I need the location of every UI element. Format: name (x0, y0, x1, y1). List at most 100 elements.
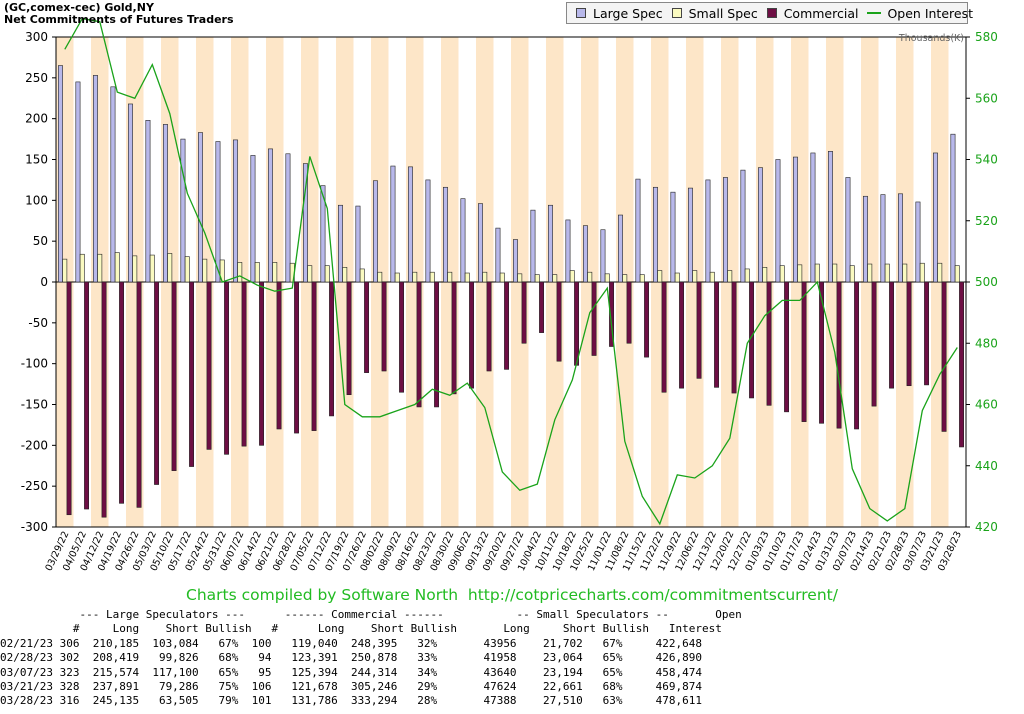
legend-item-small-spec: Small Spec (672, 6, 758, 21)
small-spec-bar (938, 263, 942, 282)
left-axis: 300 250 200 150 100 50 0 -50 -100 -150 -200 -250 -30… (21, 30, 56, 534)
commercial-bar (872, 282, 876, 406)
commercial-bar (364, 282, 368, 373)
small-spec-bar (518, 274, 522, 282)
large-spec-bar (111, 87, 115, 282)
commercial-bar (697, 282, 701, 378)
right-tick-label: 560 (975, 91, 998, 105)
commercial-bar (207, 282, 211, 449)
small-spec-bar (570, 271, 574, 282)
right-axis-unit: Thousands(K) (898, 33, 964, 44)
large-spec-bar (601, 230, 605, 282)
small-spec-bar (728, 271, 732, 282)
small-spec-bar (693, 271, 697, 282)
commercial-bar (154, 282, 158, 485)
commercial-bar (662, 282, 666, 392)
large-spec-bar (566, 220, 570, 282)
legend-item-open-interest: Open Interest (867, 6, 973, 21)
table-row: 02/28/23 302 208,419 99,826 68% 94 123,3… (0, 651, 742, 665)
small-spec-bar (623, 275, 627, 282)
large-spec-bar (216, 142, 220, 282)
right-tick-label: 500 (975, 275, 998, 289)
large-spec-bar (181, 139, 185, 282)
commercial-bar (889, 282, 893, 388)
left-tick-label: -50 (28, 316, 48, 330)
commercial-bar (312, 282, 316, 431)
table-row: 03/21/23 328 237,891 79,286 75% 106 121,… (0, 680, 742, 694)
commercial-bar (802, 282, 806, 422)
credit-line: Charts compiled by Software North http:/… (0, 586, 1024, 604)
commercial-bar (84, 282, 88, 509)
small-spec-bar (815, 264, 819, 282)
cot-table: --- Large Speculators --- ------ Commerc… (0, 608, 742, 709)
large-spec-bar (408, 167, 412, 282)
small-spec-bar (833, 264, 837, 282)
large-spec-bar (146, 120, 150, 282)
legend-swatch-large-spec (576, 8, 586, 18)
large-spec-bar (828, 151, 832, 282)
large-spec-bar (776, 160, 780, 283)
large-spec-bar (618, 215, 622, 282)
commercial-bar (242, 282, 246, 446)
legend-swatch-open-interest (867, 12, 881, 14)
commercial-bar (679, 282, 683, 388)
large-spec-bar (58, 66, 62, 282)
large-spec-bar (128, 104, 132, 282)
commercial-bar (959, 282, 963, 447)
commercial-bar (67, 282, 71, 515)
commercial-bar (854, 282, 858, 429)
large-spec-bar (653, 187, 657, 282)
x-axis: 03/29/2204/05/2204/12/2204/19/2204/26/22… (43, 530, 964, 573)
small-spec-bar (325, 266, 329, 282)
large-spec-bar (461, 199, 465, 282)
small-spec-bar (465, 273, 469, 282)
small-spec-bar (150, 255, 154, 282)
left-tick-label: 0 (40, 275, 48, 289)
legend-swatch-small-spec (672, 8, 682, 18)
commercial-bar (522, 282, 526, 343)
large-spec-bar (583, 226, 587, 282)
small-spec-bar (588, 272, 592, 282)
small-spec-bar (98, 254, 102, 282)
table-row: 03/07/23 323 215,574 117,100 65% 95 125,… (0, 666, 742, 680)
commercial-bar (942, 282, 946, 431)
large-spec-bar (426, 180, 430, 282)
commercial-bar (172, 282, 176, 471)
commercial-bar (732, 282, 736, 393)
small-spec-bar (903, 264, 907, 282)
large-spec-bar (951, 134, 955, 282)
small-spec-bar (868, 264, 872, 282)
table-row: 02/21/23 306 210,185 103,084 67% 100 119… (0, 637, 742, 651)
large-spec-bar (338, 205, 342, 282)
left-tick-label: -150 (21, 398, 48, 412)
left-tick-label: 250 (25, 71, 48, 85)
small-spec-bar (955, 266, 959, 282)
small-spec-bar (500, 273, 504, 282)
small-spec-bar (535, 275, 539, 282)
large-spec-bar (688, 188, 692, 282)
commercial-bar (277, 282, 281, 429)
large-spec-bar (933, 153, 937, 282)
large-spec-bar (916, 202, 920, 282)
large-spec-bar (356, 206, 360, 282)
commercial-bar (644, 282, 648, 357)
left-tick-label: -300 (21, 520, 48, 534)
large-spec-bar (881, 195, 885, 282)
right-tick-label: 580 (975, 30, 998, 44)
small-spec-bar (920, 263, 924, 282)
large-spec-bar (846, 177, 850, 282)
large-spec-bar (373, 181, 377, 282)
large-spec-bar (513, 240, 517, 282)
small-spec-bar (80, 254, 84, 282)
commercial-bar (294, 282, 298, 433)
commercial-bar (767, 282, 771, 405)
table-column-header: # Long Short Bullish # Long Short Bullis… (0, 622, 742, 636)
commercial-bar (837, 282, 841, 428)
commercial-bar (224, 282, 228, 454)
large-spec-bar (706, 180, 710, 282)
small-spec-bar (763, 267, 767, 282)
legend-swatch-commercial (767, 8, 777, 18)
large-spec-bar (251, 155, 255, 282)
small-spec-bar (605, 274, 609, 282)
small-spec-bar (203, 259, 207, 282)
